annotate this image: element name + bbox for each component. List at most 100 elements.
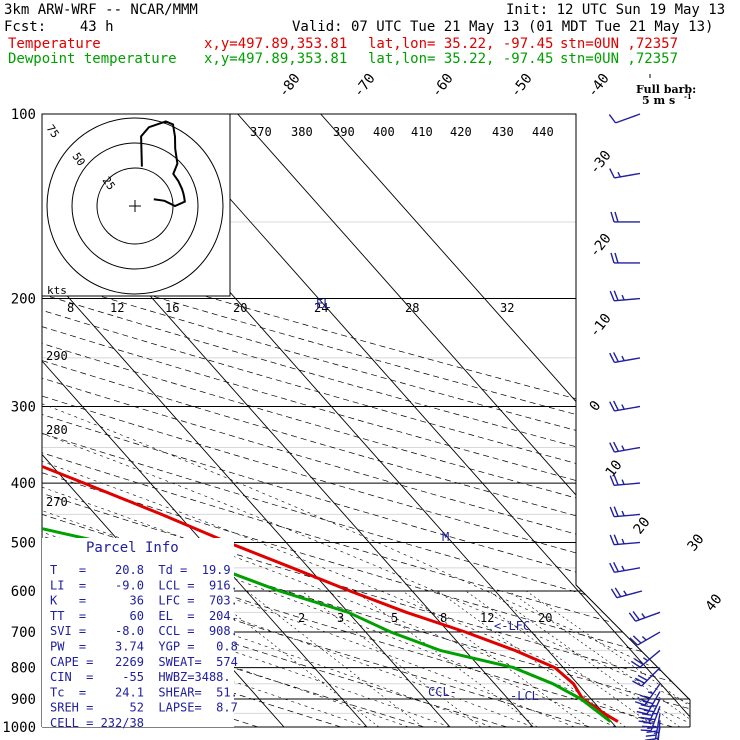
dry-adiabat — [42, 114, 690, 727]
wind-barb-staff — [614, 297, 641, 302]
wind-barb-full — [640, 729, 652, 732]
dry-adiabat — [42, 114, 690, 727]
parcel-info-row: PW = 3.74 YGP = 0.8 — [50, 640, 238, 654]
temperature-label: -80 — [276, 71, 304, 101]
wind-barb-full — [609, 506, 615, 517]
wind-barb-staff — [616, 590, 643, 599]
barb-key-units: 5 m s — [642, 94, 675, 107]
mixing-ratio-label: 20 — [538, 611, 552, 625]
dry-adiabat — [42, 114, 690, 727]
mixing-ratio-label: 8 — [440, 611, 447, 625]
wind-barb-staff — [615, 113, 641, 124]
wind-barb-staff — [641, 667, 661, 687]
wind-barb-staff — [614, 513, 641, 518]
wind-barb — [609, 441, 641, 453]
wind-barb-half — [647, 691, 654, 695]
wind-barb-staff — [654, 713, 661, 740]
wind-barb — [609, 562, 641, 574]
temperature-station: stn=0UN ,72357 — [560, 36, 679, 52]
pressure-label-1000: 1000 — [2, 720, 36, 736]
temperature-label: -30 — [587, 148, 615, 178]
wind-barb-full — [609, 475, 615, 486]
dry-adiabat — [42, 114, 690, 727]
parcel-info-row: SVI = -8.0 CCL = 908. — [50, 624, 238, 638]
wind-barb-full — [641, 713, 653, 716]
wind-barb — [628, 611, 661, 622]
wind-barb-full — [609, 534, 615, 545]
theta-label: 400 — [373, 125, 395, 139]
wind-barb-full — [613, 290, 619, 301]
wind-barb — [608, 113, 641, 124]
wind-barb-staff — [646, 691, 661, 715]
mixing-ratio-label: 2 — [298, 611, 305, 625]
wind-barb — [609, 400, 641, 412]
parcel-info-row: LI = -9.0 LCL = 916. — [50, 578, 238, 592]
hodograph: 75 50 25 kts — [41, 113, 231, 297]
wind-barb — [610, 587, 643, 599]
wind-barb-full — [609, 290, 615, 302]
mixing-ratio-line — [465, 590, 656, 727]
wind-barb-full — [610, 252, 615, 264]
temperature-label: 40 — [703, 591, 726, 614]
theta-label: 440 — [532, 125, 554, 139]
wind-barb-full — [609, 352, 616, 363]
level-annotations: EL <-LFC -LCL CCL- M — [316, 297, 539, 703]
mixing-ratio-label: 24 — [314, 301, 328, 315]
wind-barb-full — [640, 716, 651, 720]
mixing-ratio-label: 3 — [337, 611, 344, 625]
mixing-ratio-label: 28 — [405, 301, 419, 315]
wind-barb-full — [632, 635, 642, 644]
wind-barb-full — [646, 730, 657, 733]
init-time: Init: 12 UTC Sun 19 May 13 — [506, 2, 726, 18]
wind-barb-full — [628, 612, 637, 622]
temperature-label: 30 — [685, 531, 708, 554]
valid-time: Valid: 07 UTC Tue 21 May 13 (01 MDT Tue … — [292, 19, 714, 35]
wind-barb-staff — [614, 482, 641, 487]
wind-barb-full — [609, 168, 616, 179]
temperature-label: -40 — [585, 71, 613, 101]
dewpoint-latlon: lat,lon= 35.22, -97.45 — [368, 51, 554, 67]
wind-barb-staff — [650, 706, 661, 731]
theta-label: 410 — [411, 125, 433, 139]
wind-barb-full — [636, 710, 648, 715]
wind-barb-staff — [614, 172, 641, 179]
wind-barb-half — [642, 657, 649, 662]
temperature-label: 10 — [603, 457, 626, 480]
wind-barb-full — [614, 211, 619, 223]
temperature-label: -10 — [587, 311, 615, 341]
wind-barb-full — [642, 725, 653, 728]
ccl-marker: CCL- — [428, 685, 457, 699]
isotherm — [320, 114, 690, 727]
theta-label: 430 — [492, 125, 514, 139]
wind-barb-full — [634, 677, 645, 684]
mixing-ratio-label: 12 — [480, 611, 494, 625]
wind-barb-half — [621, 445, 625, 451]
temperature-label: 20 — [631, 514, 654, 537]
wind-barb-staff — [614, 357, 641, 364]
hodograph-ring-label: 75 — [44, 122, 62, 140]
parcel-info-row: T = 20.8 Td = 19.9 — [50, 563, 231, 577]
wind-barb — [630, 649, 661, 668]
wind-barb — [632, 667, 661, 687]
wind-barbs — [608, 113, 661, 740]
wind-barb-full — [634, 701, 646, 706]
isotherm — [237, 114, 690, 727]
mixing-ratio-line — [488, 590, 681, 727]
parcel-info-row: Tc = 24.1 SHEAR= 51. — [50, 685, 238, 699]
wind-barb — [609, 534, 641, 546]
mixing-ratio-label: 5 — [391, 611, 398, 625]
wind-barb-half — [621, 404, 625, 410]
wind-barb-half — [621, 510, 625, 517]
wind-barb-full — [613, 534, 619, 545]
wind-barb-full — [637, 697, 648, 703]
mixing-ratio-label: 16 — [165, 301, 179, 315]
barb-key: Full barb:5 m s -1 — [636, 74, 696, 107]
wind-barb-staff — [614, 541, 641, 546]
wind-barb-full — [632, 680, 642, 687]
wind-barb-staff — [657, 720, 661, 740]
pressure-label-500: 500 — [11, 535, 36, 551]
wind-barb — [610, 252, 640, 264]
wind-barb-full — [609, 562, 616, 573]
wind-barb-full — [613, 400, 619, 411]
